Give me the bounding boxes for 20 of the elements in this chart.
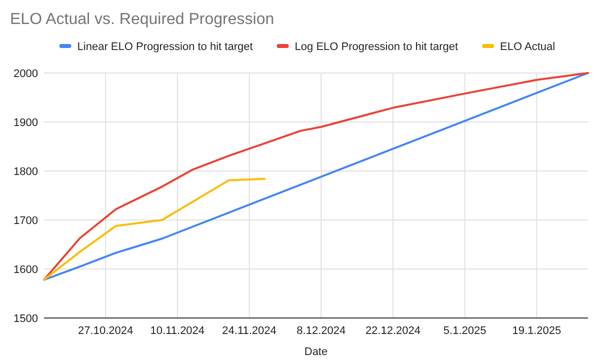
legend-label: ELO Actual [500, 41, 556, 54]
x-tick-label: 10.11.2024 [150, 325, 205, 337]
x-tick-label: 8.12.2024 [296, 325, 346, 337]
line-series [43, 178, 266, 281]
x-tick-label: 19.1.2025 [512, 325, 562, 337]
legend-label: Linear ELO Progression to hit target [77, 41, 253, 54]
y-tick-label: 2000 [14, 68, 38, 80]
y-tick-label: 1500 [14, 312, 38, 325]
x-tick-label: 22.12.2024 [365, 325, 421, 337]
x-tick-label: 5.1.2025 [443, 325, 486, 337]
x-tick-label: 24.11.2024 [222, 325, 276, 337]
y-tick-label: 1600 [14, 264, 38, 276]
y-tick-label: 1800 [14, 166, 38, 178]
y-tick-label: 1900 [14, 116, 38, 129]
legend-label: Log ELO Progression to hit target [294, 41, 458, 54]
y-tick-label: 1700 [14, 214, 38, 227]
chart-title: ELO Actual vs. Required Progression [10, 11, 274, 28]
line-series [43, 72, 589, 281]
x-axis-title: Date [304, 346, 328, 358]
x-tick-label: 27.10.2024 [78, 325, 134, 337]
